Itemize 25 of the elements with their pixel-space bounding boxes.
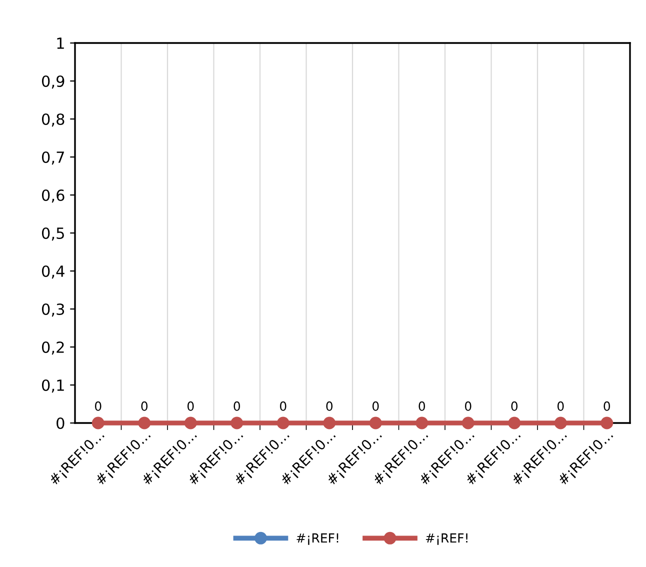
legend-label: #¡REF!: [296, 533, 338, 545]
y-tick-label: 0,1: [42, 379, 64, 393]
y-tick-label: 0,4: [42, 265, 64, 279]
y-tick-label: 1: [57, 38, 64, 49]
data-label: 0: [557, 401, 564, 411]
legend-label: #¡REF!: [426, 533, 468, 545]
data-label: 0: [187, 401, 194, 411]
y-tick-label: 0,3: [42, 303, 64, 317]
y-tick-label: 0: [56, 417, 64, 430]
y-tick-label: 0,5: [42, 227, 64, 241]
data-label: 0: [464, 401, 472, 411]
y-tick-label: 0,8: [42, 113, 64, 127]
data-label: 0: [372, 401, 379, 411]
data-label: 0: [280, 401, 286, 411]
y-tick-label: 0,6: [42, 189, 64, 203]
y-tick-label: 0,2: [42, 341, 64, 355]
data-label: 0: [141, 401, 148, 411]
data-label: 0: [604, 401, 610, 411]
y-tick-label: 0,7: [42, 151, 64, 165]
data-label: 0: [511, 401, 518, 411]
data-label: 0: [94, 401, 102, 411]
y-tick-label: 0,9: [42, 75, 64, 89]
data-label: 0: [418, 401, 426, 411]
data-label: 0: [234, 401, 240, 411]
data-label: 0: [326, 401, 333, 411]
